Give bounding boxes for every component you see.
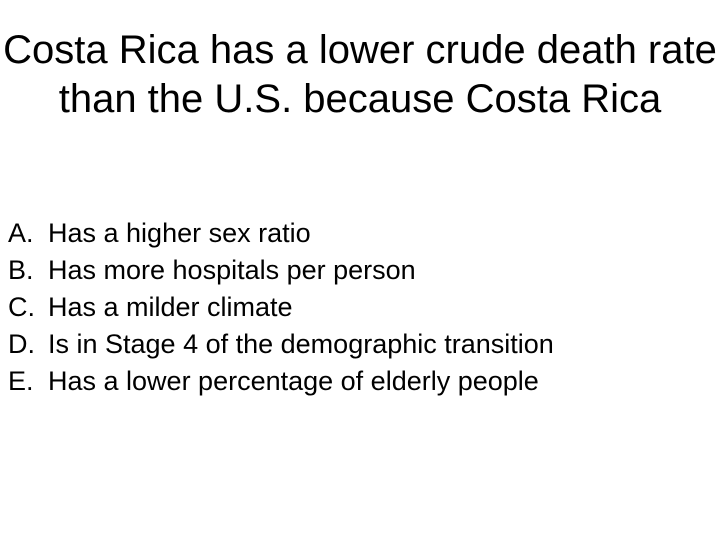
- option-letter: E.: [8, 366, 34, 396]
- option-text: Has a milder climate: [48, 292, 293, 322]
- option-text: Has a higher sex ratio: [48, 218, 311, 248]
- option: B. Has more hospitals per person: [8, 252, 554, 289]
- option-letter: C.: [8, 292, 35, 322]
- title: Costa Rica has a lower crude death rate …: [3, 28, 717, 121]
- option-text: Has a lower percentage of elderly people: [48, 366, 539, 396]
- option-letter: A.: [8, 218, 34, 248]
- option-letter: B.: [8, 255, 34, 285]
- options: A. Has a higher sex ratio B. Has more hospi…: [8, 215, 554, 400]
- option-text: Is in Stage 4 of the demographic transit…: [48, 329, 554, 359]
- option: C. Has a milder climate: [8, 289, 554, 326]
- option: E. Has a lower percentage of elderly peop…: [8, 363, 554, 400]
- option: A. Has a higher sex ratio: [8, 215, 554, 252]
- option-letter: D.: [8, 329, 35, 359]
- option-text: Has more hospitals per person: [48, 255, 416, 285]
- option: D. Is in Stage 4 of the demographic trans…: [8, 326, 554, 363]
